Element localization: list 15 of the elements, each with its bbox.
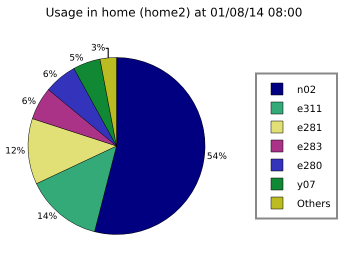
legend-label: e281 — [297, 122, 322, 134]
chart-title: Usage in home (home2) at 01/08/14 08:00 — [46, 6, 302, 20]
legend-label: e311 — [297, 104, 322, 115]
legend-label: e283 — [297, 142, 322, 153]
data-label: 6% — [42, 70, 58, 80]
data-label: 3% — [90, 43, 106, 54]
legend-label: Others — [297, 198, 331, 210]
data-label: 5% — [69, 53, 84, 64]
data-label: 12% — [5, 146, 26, 157]
legend-label: n02 — [297, 84, 316, 96]
data-label: 54% — [206, 152, 228, 162]
data-label: 6% — [22, 97, 36, 108]
data-label: 14% — [37, 212, 58, 222]
legend-label: e280 — [297, 160, 322, 172]
legend-label: y07 — [297, 180, 316, 191]
